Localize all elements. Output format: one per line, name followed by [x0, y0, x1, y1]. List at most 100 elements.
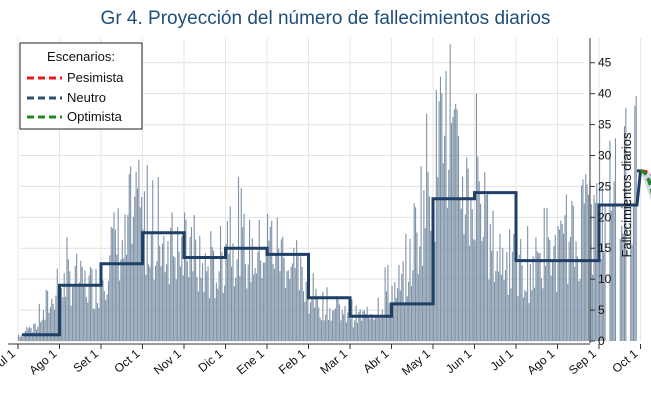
daily-death-bar: [539, 252, 541, 341]
daily-death-bar: [336, 295, 338, 341]
daily-death-bar: [509, 229, 511, 341]
daily-death-bar: [499, 233, 501, 341]
daily-death-bar: [291, 263, 294, 341]
daily-death-bar: [215, 282, 217, 341]
daily-death-bar: [103, 291, 105, 341]
daily-death-bar: [217, 288, 219, 341]
daily-death-bar: [354, 320, 356, 341]
daily-death-bar: [430, 230, 432, 341]
daily-death-bar: [503, 279, 505, 341]
daily-death-bar: [545, 265, 547, 341]
daily-death-bar: [480, 203, 482, 341]
daily-death-bar: [226, 221, 228, 341]
daily-death-bar: [124, 214, 126, 341]
daily-death-bar: [542, 288, 544, 341]
daily-death-bar: [128, 174, 130, 341]
daily-death-bar: [612, 203, 614, 341]
daily-death-bar: [367, 316, 370, 341]
daily-death-bar: [170, 228, 172, 341]
daily-death-bar: [160, 266, 162, 341]
daily-death-bar: [355, 305, 357, 341]
daily-death-bar: [123, 258, 125, 341]
daily-death-bar: [219, 226, 222, 341]
daily-death-bar: [471, 209, 473, 341]
daily-death-bar: [527, 226, 529, 341]
daily-death-bar: [228, 253, 230, 341]
daily-death-bar: [455, 103, 457, 341]
daily-death-bar: [614, 138, 617, 341]
daily-death-bar: [319, 317, 321, 341]
daily-death-bar: [153, 279, 155, 341]
daily-death-bar: [300, 256, 302, 341]
daily-death-bar: [496, 250, 498, 341]
daily-death-bar: [101, 276, 103, 341]
daily-death-bar: [590, 204, 592, 341]
daily-death-bar: [208, 298, 211, 341]
daily-death-bar: [210, 231, 212, 341]
daily-death-bar: [416, 232, 418, 341]
daily-death-bar: [459, 197, 461, 341]
daily-death-bar: [251, 238, 253, 341]
daily-death-bar: [340, 320, 342, 341]
legend-label-optimista: Optimista: [67, 109, 123, 124]
daily-death-bar: [106, 294, 108, 341]
daily-death-bar: [352, 327, 354, 341]
daily-death-bar: [456, 109, 458, 342]
daily-death-bar: [33, 323, 35, 341]
daily-death-bar: [392, 305, 394, 341]
daily-death-bar: [369, 318, 371, 341]
daily-death-bar: [150, 233, 152, 341]
daily-death-bar: [131, 243, 133, 341]
daily-death-bar: [609, 140, 611, 341]
daily-death-bar: [211, 246, 213, 341]
daily-death-bar: [304, 301, 306, 341]
daily-death-bar: [343, 314, 345, 341]
daily-death-bar: [96, 303, 98, 341]
daily-death-bar: [601, 182, 603, 341]
daily-death-bar: [247, 264, 249, 341]
y-tick-label: 45: [598, 56, 612, 70]
daily-death-bar: [152, 180, 154, 341]
daily-death-bar: [462, 176, 464, 341]
daily-death-bar: [427, 171, 429, 341]
daily-death-bar: [563, 233, 565, 341]
daily-death-bar: [55, 295, 57, 341]
daily-death-bar: [70, 305, 72, 341]
daily-death-bar: [330, 320, 332, 341]
daily-death-bar: [83, 286, 85, 341]
daily-death-bar: [593, 194, 595, 341]
daily-death-bar: [478, 181, 480, 341]
daily-death-bar: [287, 270, 289, 341]
daily-death-bar: [571, 200, 573, 341]
daily-death-bar: [381, 309, 383, 341]
daily-death-bar: [163, 235, 165, 341]
daily-death-bar: [564, 215, 566, 341]
daily-death-bar: [403, 305, 406, 341]
daily-death-bar: [486, 192, 489, 341]
daily-death-bar: [257, 251, 259, 341]
daily-death-bar: [95, 268, 97, 341]
daily-death-bar: [373, 319, 375, 341]
daily-death-bar: [516, 252, 518, 341]
daily-death-bar: [236, 259, 238, 341]
x-tick-label: Jun 1: [443, 346, 475, 376]
daily-death-bar: [125, 254, 128, 341]
daily-death-bar: [561, 224, 563, 341]
daily-death-bar: [121, 239, 123, 341]
daily-death-bar: [424, 228, 426, 341]
daily-death-bar: [350, 318, 352, 341]
daily-death-bar: [528, 303, 530, 341]
daily-death-bar: [358, 311, 360, 341]
daily-death-bar: [470, 198, 472, 341]
daily-death-bar: [446, 207, 448, 341]
daily-death-bar: [477, 156, 479, 341]
daily-death-bar: [80, 260, 82, 341]
daily-death-bar: [271, 220, 273, 341]
daily-death-bar: [148, 264, 150, 341]
daily-death-bar: [242, 227, 244, 341]
daily-death-bar: [262, 262, 264, 341]
daily-death-bar: [419, 246, 421, 341]
daily-death-bar: [190, 226, 193, 341]
daily-death-bar: [366, 306, 368, 341]
daily-death-bar: [213, 250, 215, 341]
